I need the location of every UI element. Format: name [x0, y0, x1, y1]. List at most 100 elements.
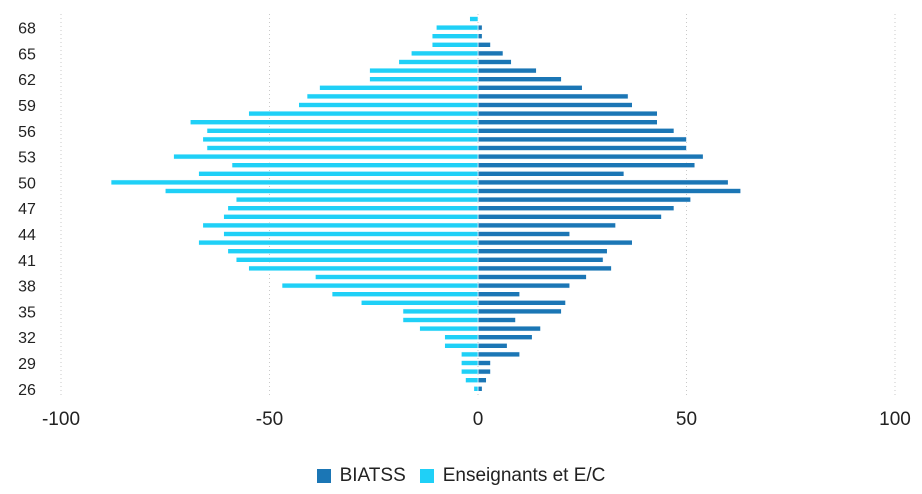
- bar-biatss-46: [477, 214, 662, 220]
- legend-item-enseignants[interactable]: Enseignants et E/C: [419, 465, 606, 487]
- bar-biatss-32: [477, 334, 533, 341]
- x-tick-label-4: 100: [879, 409, 911, 430]
- bar-enseignants-66: [431, 41, 479, 48]
- bar-enseignants-26: [473, 385, 479, 392]
- bar-biatss-39: [477, 274, 587, 280]
- bar-biatss-48: [477, 196, 691, 203]
- bar-enseignants-65: [410, 50, 479, 57]
- y-tick-label-44: 44: [18, 227, 36, 244]
- bar-enseignants-41: [235, 256, 479, 263]
- bar-enseignants-47: [227, 205, 479, 211]
- bar-enseignants-33: [419, 325, 479, 332]
- bar-biatss-31: [477, 342, 508, 349]
- y-tick-label-53: 53: [18, 150, 36, 167]
- legend-label-biatss: BIATSS: [339, 465, 406, 486]
- bar-biatss-29: [477, 360, 491, 366]
- bar-biatss-43: [477, 239, 633, 246]
- bar-biatss-41: [477, 256, 604, 263]
- bar-biatss-30: [477, 351, 521, 358]
- y-tick-label-47: 47: [18, 201, 36, 218]
- bar-biatss-60: [477, 93, 629, 100]
- bar-enseignants-64: [398, 59, 479, 65]
- y-tick-label-29: 29: [18, 356, 36, 373]
- bar-enseignants-59: [298, 102, 479, 108]
- bar-enseignants-49: [164, 188, 479, 194]
- bar-biatss-38: [477, 282, 571, 289]
- y-tick-label-65: 65: [18, 46, 36, 63]
- bar-biatss-33: [477, 325, 541, 332]
- bar-enseignants-55: [202, 136, 479, 143]
- bar-enseignants-69: [469, 16, 479, 22]
- bar-biatss-53: [477, 153, 704, 160]
- bar-biatss-62: [477, 76, 562, 82]
- x-tick-label-0: -100: [42, 409, 80, 430]
- bar-enseignants-52: [231, 162, 479, 168]
- bar-biatss-47: [477, 205, 675, 211]
- bar-enseignants-57: [189, 119, 479, 125]
- bar-enseignants-68: [435, 24, 479, 31]
- y-tick-label-56: 56: [18, 124, 36, 141]
- x-tick-label-1: -50: [256, 409, 283, 430]
- y-tick-label-50: 50: [18, 175, 36, 192]
- legend-swatch-enseignants: [419, 469, 434, 483]
- legend-label-enseignants: Enseignants et E/C: [442, 465, 606, 486]
- bar-biatss-52: [477, 162, 696, 168]
- bar-biatss-40: [477, 265, 612, 272]
- bar-biatss-56: [477, 128, 675, 134]
- bar-biatss-63: [477, 67, 537, 74]
- bar-enseignants-44: [223, 231, 479, 237]
- bar-enseignants-42: [227, 248, 479, 254]
- bar-enseignants-48: [235, 196, 479, 203]
- bar-biatss-64: [477, 59, 512, 65]
- bar-enseignants-39: [315, 274, 479, 280]
- bars-group: [110, 16, 742, 392]
- bar-enseignants-61: [319, 85, 479, 91]
- bar-biatss-61: [477, 85, 583, 91]
- bar-biatss-58: [477, 110, 658, 117]
- bar-enseignants-37: [331, 291, 479, 298]
- bar-biatss-68: [477, 24, 483, 31]
- bar-enseignants-43: [198, 239, 479, 246]
- bar-biatss-51: [477, 171, 625, 177]
- legend: BIATSS Enseignants et E/C: [0, 465, 922, 487]
- y-tick-label-68: 68: [18, 21, 36, 38]
- y-tick-label-62: 62: [18, 72, 36, 89]
- legend-item-biatss[interactable]: BIATSS: [316, 465, 406, 487]
- bar-biatss-49: [477, 188, 742, 194]
- bar-enseignants-58: [248, 110, 479, 117]
- x-tick-label-2: 0: [473, 409, 484, 430]
- x-axis-ticks: -100 -50 0 50 100: [42, 409, 911, 430]
- bar-biatss-59: [477, 102, 633, 108]
- bar-enseignants-51: [198, 171, 479, 177]
- bar-enseignants-38: [281, 282, 479, 289]
- x-tick-label-3: 50: [676, 409, 697, 430]
- bar-enseignants-46: [223, 214, 479, 220]
- population-pyramid-chart: 26 29 32 35 38 41 44 47 50 53 56 59 62 65 68 -100 -50 0 5…: [18, 14, 911, 430]
- bar-biatss-28: [477, 368, 491, 375]
- bar-enseignants-27: [465, 377, 479, 384]
- y-tick-label-41: 41: [18, 253, 36, 270]
- bar-enseignants-60: [306, 93, 479, 100]
- y-tick-label-32: 32: [18, 330, 36, 347]
- bar-enseignants-32: [444, 334, 479, 341]
- bar-biatss-67: [477, 33, 483, 40]
- bar-enseignants-31: [444, 342, 479, 349]
- y-axis-ticks: 26 29 32 35 38 41 44 47 50 53 56 59 62 65 68: [18, 21, 36, 399]
- bar-biatss-44: [477, 231, 571, 237]
- y-tick-label-26: 26: [18, 382, 36, 399]
- bar-enseignants-67: [431, 33, 479, 40]
- bar-biatss-45: [477, 222, 616, 229]
- bar-biatss-50: [477, 179, 729, 186]
- y-tick-label-59: 59: [18, 98, 36, 115]
- bar-biatss-55: [477, 136, 687, 143]
- y-tick-label-35: 35: [18, 304, 36, 321]
- bar-biatss-65: [477, 50, 504, 57]
- y-tick-label-38: 38: [18, 279, 36, 296]
- bar-enseignants-63: [369, 67, 479, 74]
- bar-enseignants-45: [202, 222, 479, 229]
- bar-enseignants-62: [369, 76, 479, 82]
- bar-biatss-42: [477, 248, 608, 254]
- bar-enseignants-53: [173, 153, 479, 160]
- bar-enseignants-54: [206, 145, 479, 151]
- legend-swatch-biatss: [316, 469, 331, 483]
